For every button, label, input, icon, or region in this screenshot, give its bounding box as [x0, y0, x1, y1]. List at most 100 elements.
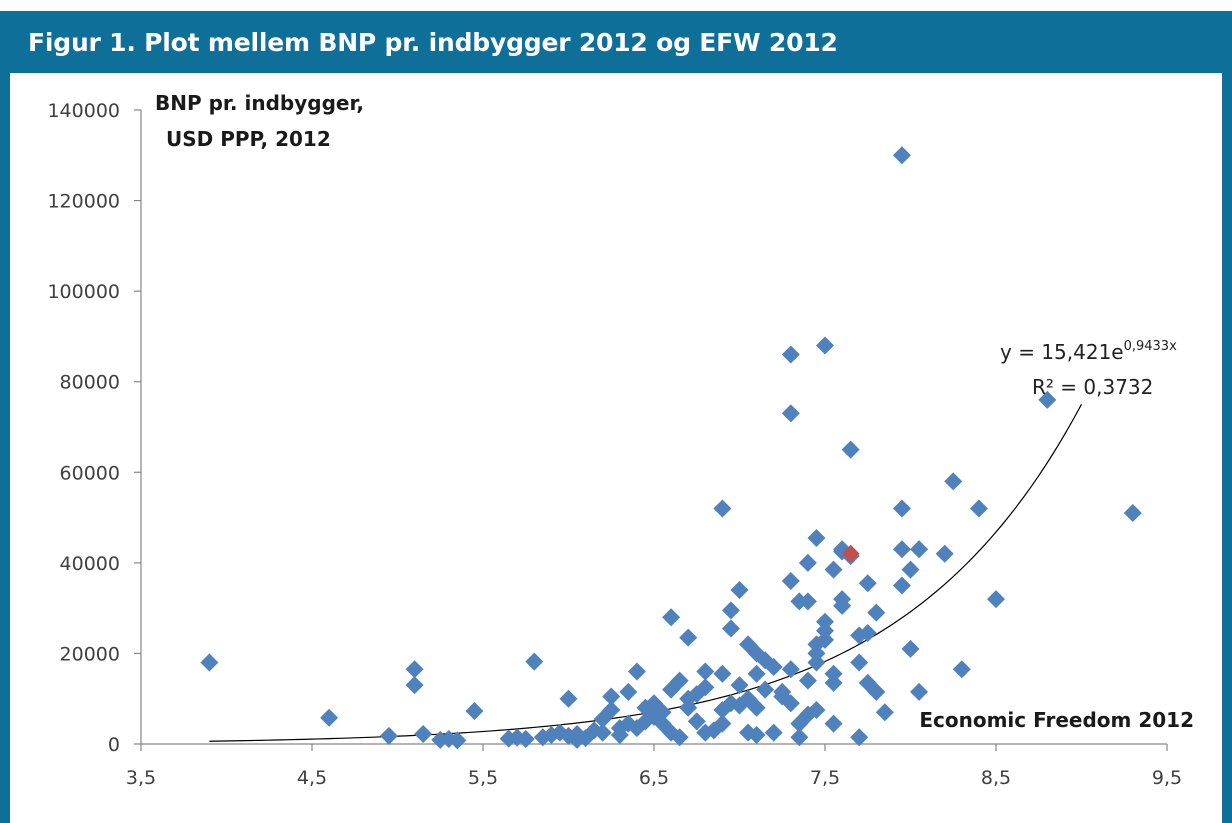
data-point	[798, 671, 817, 690]
data-point	[952, 660, 971, 679]
data-point	[901, 560, 920, 579]
data-point	[764, 658, 783, 677]
data-point	[747, 698, 766, 717]
axes: 0 20000 40000 60000 80000 100000 120000 140000 3…	[47, 100, 1182, 789]
data-point	[747, 725, 766, 744]
trendline-r2: R² = 0,3732	[1032, 375, 1153, 399]
data-point	[602, 687, 621, 706]
data-point	[713, 499, 732, 518]
data-point	[850, 728, 869, 747]
data-point	[516, 730, 535, 749]
data-point	[627, 662, 646, 681]
data-point	[670, 671, 689, 690]
data-point	[610, 725, 629, 744]
trendline-group	[209, 404, 1083, 742]
page-title: Figur 1. Plot mellem BNP pr. indbygger 2…	[28, 27, 838, 57]
data-point	[653, 703, 672, 722]
data-point	[781, 404, 800, 423]
data-point	[1038, 390, 1057, 409]
data-point	[679, 628, 698, 647]
x-tick-label: 6,5	[639, 767, 669, 789]
data-point	[987, 590, 1005, 609]
data-point	[901, 639, 920, 658]
data-point	[593, 723, 612, 742]
data-point	[781, 571, 800, 590]
data-point	[935, 544, 954, 563]
data-point	[773, 682, 792, 701]
data-point	[850, 653, 869, 672]
data-point	[807, 528, 826, 547]
data-point	[525, 652, 544, 671]
trendline-equation-exponent: 0,9433x	[1124, 339, 1177, 354]
data-point	[807, 644, 826, 663]
data-point	[781, 694, 800, 713]
data-point	[969, 499, 988, 518]
highlighted-data-point	[841, 544, 860, 563]
y-axis-label-line2: USD PPP, 2012	[166, 127, 331, 151]
data-point	[696, 662, 715, 681]
data-point	[405, 660, 424, 679]
data-point	[875, 703, 894, 722]
data-point	[858, 624, 877, 643]
data-point	[816, 336, 834, 355]
x-tick-label: 3,5	[126, 767, 156, 789]
x-tick-label: 8,5	[981, 767, 1011, 789]
y-tick-label: 0	[108, 734, 120, 756]
data-point	[499, 729, 518, 748]
data-point	[781, 345, 800, 364]
x-tick-label: 4,5	[297, 767, 327, 789]
top-margin	[0, 0, 1232, 11]
x-axis-label: Economic Freedom 2012	[919, 708, 1194, 732]
y-tick-label: 20000	[60, 643, 120, 665]
data-point	[892, 499, 911, 518]
y-axis-label-line1: BNP pr. indbygger,	[155, 91, 364, 115]
data-point	[807, 701, 826, 720]
data-point	[892, 576, 911, 595]
data-point	[405, 676, 424, 695]
data-point	[1123, 504, 1142, 523]
data-point	[448, 731, 467, 750]
data-point	[713, 664, 732, 683]
data-point	[816, 630, 834, 649]
y-tick-label: 140000	[47, 100, 120, 122]
data-point	[781, 660, 800, 679]
data-point	[730, 581, 749, 600]
y-tick-label: 80000	[60, 372, 120, 394]
data-point	[824, 673, 843, 692]
data-point	[320, 708, 339, 727]
data-point	[670, 728, 689, 747]
data-point	[858, 574, 877, 593]
x-tick-label: 5,5	[468, 767, 498, 789]
y-tick-label: 100000	[47, 281, 120, 303]
data-point	[910, 540, 929, 559]
data-point	[867, 682, 886, 701]
points-group	[200, 146, 1142, 750]
data-point	[713, 714, 732, 733]
data-point	[756, 680, 775, 699]
y-tick-label: 120000	[47, 191, 120, 213]
y-tick-label: 40000	[60, 553, 120, 575]
data-point	[892, 146, 911, 165]
data-point	[944, 472, 963, 491]
data-point	[465, 701, 484, 720]
data-point	[841, 440, 860, 459]
data-point	[602, 701, 621, 720]
trendline	[209, 404, 1083, 742]
data-point	[721, 619, 740, 638]
data-point	[559, 689, 578, 708]
data-point	[807, 653, 826, 672]
data-point	[414, 725, 433, 744]
data-point	[764, 723, 783, 742]
data-point	[892, 540, 911, 559]
data-point	[679, 698, 698, 717]
trendline-equation-base: y = 15,421e	[1000, 340, 1124, 364]
y-tick-label: 60000	[60, 462, 120, 484]
data-point	[200, 653, 219, 672]
data-point	[910, 682, 929, 701]
data-point	[662, 608, 681, 627]
data-point	[798, 553, 817, 572]
data-point	[730, 676, 749, 695]
data-point	[824, 560, 843, 579]
